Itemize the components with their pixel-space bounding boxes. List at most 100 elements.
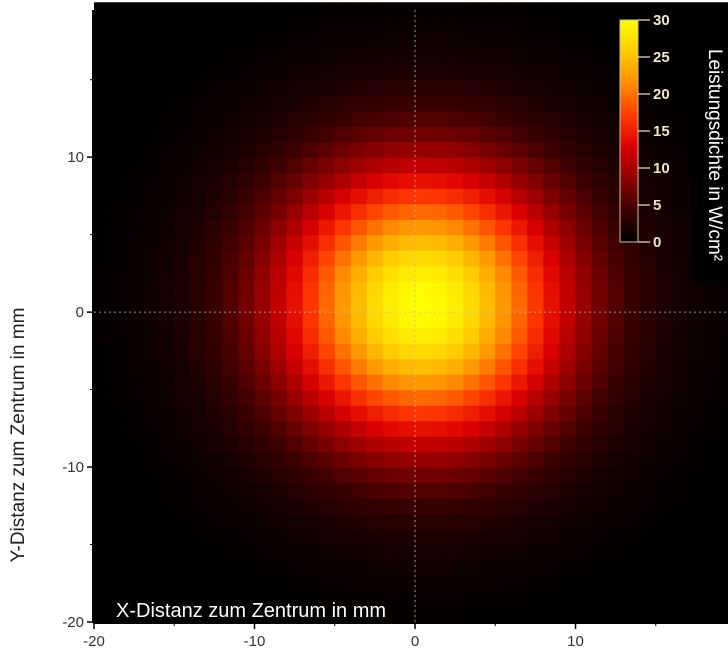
heatmap-cell [94, 405, 111, 422]
heatmap-cell [463, 389, 480, 406]
heatmap-cell [94, 420, 111, 437]
colorbar-tick-label: 5 [653, 197, 661, 214]
heatmap-cell [222, 157, 240, 174]
heatmap-cell [238, 560, 256, 577]
heatmap-cell [158, 529, 175, 546]
heatmap-cell [575, 48, 593, 65]
heatmap-cell [687, 560, 705, 577]
heatmap-cell [334, 234, 352, 251]
heatmap-cell [495, 560, 512, 577]
heatmap-cell [671, 374, 689, 391]
heatmap-cell [222, 482, 240, 499]
heatmap-cell [222, 498, 240, 515]
heatmap-cell [238, 250, 256, 267]
heatmap-cell [591, 265, 609, 282]
heatmap-cell [286, 591, 304, 608]
heatmap-cell [398, 296, 416, 313]
heatmap-cell [463, 312, 480, 329]
heatmap-cell [511, 250, 528, 267]
heatmap-cell [511, 312, 528, 329]
heatmap-cell [447, 482, 464, 499]
heatmap-cell [158, 606, 175, 623]
heatmap-cell [447, 126, 464, 143]
heatmap-cell [334, 79, 352, 96]
heatmap-cell [559, 157, 577, 174]
heatmap-cell [190, 172, 207, 189]
heatmap-cell [671, 358, 689, 375]
heatmap-cell [639, 250, 657, 267]
heatmap-cell [110, 312, 127, 329]
heatmap-cell [302, 296, 320, 313]
heatmap-cell [254, 420, 272, 437]
heatmap-cell [94, 157, 111, 174]
heatmap-cell [639, 591, 657, 608]
heatmap-cell [671, 544, 689, 561]
heatmap-cell [623, 405, 641, 422]
heatmap-cell [479, 575, 496, 592]
heatmap-cell [671, 265, 689, 282]
heatmap-cell [543, 79, 561, 96]
heatmap-cell [222, 358, 240, 375]
heatmap-cell [238, 498, 256, 515]
heatmap-cell [415, 141, 432, 158]
heatmap-cell [350, 498, 368, 515]
heatmap-cell [703, 296, 721, 313]
heatmap-cell [495, 389, 512, 406]
heatmap-cell [719, 591, 728, 608]
heatmap-cell [447, 2, 464, 19]
heatmap-cell [286, 172, 304, 189]
heatmap-cell [463, 436, 480, 453]
heatmap-cell [447, 343, 464, 360]
heatmap-cell [591, 591, 609, 608]
heatmap-cell [703, 560, 721, 577]
heatmap-cell [142, 219, 159, 236]
heatmap-cell [671, 591, 689, 608]
heatmap-cell [366, 343, 384, 360]
heatmap-cell [302, 79, 320, 96]
heatmap-cell [126, 17, 143, 34]
heatmap-cell [286, 544, 304, 561]
heatmap-cell [575, 560, 593, 577]
heatmap-cell [671, 250, 689, 267]
heatmap-cell [334, 560, 352, 577]
heatmap-cell [238, 64, 256, 81]
heatmap-cell [431, 281, 448, 298]
heatmap-cell [447, 219, 464, 236]
heatmap-cell [543, 575, 561, 592]
heatmap-cell [366, 420, 384, 437]
heatmap-cell [286, 575, 304, 592]
heatmap-cell [190, 544, 207, 561]
heatmap-cell [447, 436, 464, 453]
heatmap-cell [463, 110, 480, 127]
heatmap-cell [655, 343, 673, 360]
heatmap-cell [463, 250, 480, 267]
heatmap-cell [398, 498, 416, 515]
heatmap-cell [334, 358, 352, 375]
heatmap-cell [398, 33, 416, 50]
heatmap-cell [238, 219, 256, 236]
heatmap-cell [270, 234, 288, 251]
heatmap-cell [655, 2, 673, 19]
heatmap-cell [527, 560, 545, 577]
heatmap-cell [447, 296, 464, 313]
heatmap-cell [671, 234, 689, 251]
heatmap-cell [142, 203, 159, 220]
heatmap-cell [222, 327, 240, 344]
heatmap-cell [158, 405, 175, 422]
heatmap-cell [463, 374, 480, 391]
heatmap-cell [158, 281, 175, 298]
heatmap-cell [238, 482, 256, 499]
heatmap-cell [110, 575, 127, 592]
heatmap-cell [527, 48, 545, 65]
heatmap-cell [350, 157, 368, 174]
heatmap-cell [142, 95, 159, 112]
heatmap-cell [671, 110, 689, 127]
heatmap-cell [671, 126, 689, 143]
heatmap-cell [126, 95, 143, 112]
heatmap-cell [270, 513, 288, 530]
heatmap-cell [382, 48, 400, 65]
heatmap-cell [415, 405, 432, 422]
heatmap-cell [719, 451, 728, 468]
heatmap-cell [142, 420, 159, 437]
heatmap-cell [206, 141, 223, 158]
